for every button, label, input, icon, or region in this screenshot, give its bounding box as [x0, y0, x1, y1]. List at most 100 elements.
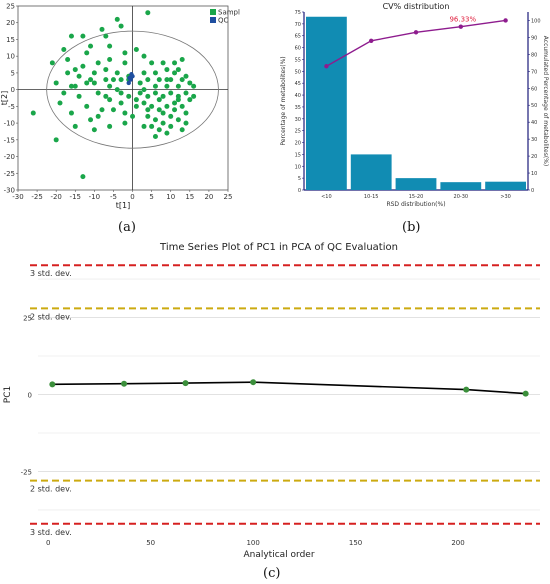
- sample-point: [156, 107, 162, 113]
- sample-point: [130, 113, 136, 119]
- sample-point: [183, 73, 189, 79]
- y2-tick-label: 80: [531, 52, 537, 58]
- sample-point: [68, 83, 74, 89]
- sample-point: [30, 110, 36, 116]
- legend-label: QC: [218, 17, 229, 25]
- y2-tick-label: 100: [531, 18, 541, 24]
- x-tick-label: 0: [130, 193, 134, 201]
- sample-point: [175, 97, 181, 103]
- legend-swatch: [210, 17, 216, 23]
- sample-point: [175, 83, 181, 89]
- panel-label-b: (b): [402, 220, 421, 235]
- sample-point: [61, 46, 67, 52]
- sample-point: [133, 46, 139, 52]
- sample-point: [84, 50, 90, 56]
- sample-point: [122, 110, 128, 116]
- sample-point: [107, 57, 113, 63]
- pca-score-plot: -30 -25 -20 -15 -10 -5 0 5 10 15 20 25-30-25-20-15-…: [0, 3, 240, 211]
- sample-point: [145, 93, 151, 99]
- qc-point: [127, 75, 132, 81]
- sample-point: [152, 117, 158, 123]
- x-tick-label: -5: [110, 193, 117, 201]
- sample-point: [122, 50, 128, 56]
- y-tick-label: 35: [295, 105, 301, 111]
- sample-point: [164, 130, 170, 136]
- x-tick-label: 25: [224, 193, 233, 201]
- sample-point: [80, 33, 86, 39]
- sample-point: [126, 93, 132, 99]
- pc1-point: [463, 386, 470, 393]
- sample-point: [118, 23, 124, 29]
- y2-tick-label: 10: [531, 171, 537, 177]
- sample-point: [122, 120, 128, 126]
- y-tick-label: 60: [295, 46, 301, 52]
- pc1-point: [121, 380, 128, 387]
- y2-tick-label: 40: [531, 120, 537, 126]
- sample-point: [172, 107, 178, 113]
- sample-point: [141, 123, 147, 129]
- sample-point: [133, 97, 139, 103]
- y2-tick-label: 20: [531, 154, 537, 160]
- sample-point: [179, 77, 185, 83]
- sample-point: [149, 103, 155, 109]
- sample-point: [191, 83, 197, 89]
- time-series-chart: Time Series Plot of PC1 in PCA of QC Eva…: [3, 242, 540, 560]
- x-tick-label: 20-30: [454, 194, 469, 200]
- sample-point: [122, 60, 128, 66]
- sample-point: [68, 33, 74, 39]
- bar: [395, 178, 437, 190]
- sample-point: [91, 127, 97, 133]
- x-tick-label: 15-20: [409, 194, 424, 200]
- y-tick-label: 20: [6, 19, 15, 27]
- y-tick-label: 10: [6, 53, 15, 61]
- sample-point: [57, 100, 63, 106]
- qc-point: [126, 80, 131, 86]
- y-tick-label: 0: [298, 188, 301, 194]
- sample-point: [160, 93, 166, 99]
- sample-point: [179, 57, 185, 63]
- sample-point: [141, 87, 147, 93]
- std-dev-label: 3 std. dev.: [30, 269, 72, 278]
- sample-point: [141, 70, 147, 76]
- y2-tick-label: 90: [531, 35, 537, 41]
- sample-point: [145, 113, 151, 119]
- bar: [485, 181, 526, 190]
- x-tick-label: >30: [500, 194, 511, 200]
- y-tick-label: 25: [23, 315, 32, 323]
- sample-point: [145, 77, 151, 83]
- sample-point: [114, 70, 120, 76]
- x-tick-label: 50: [146, 539, 155, 547]
- legend-label: Sample: [218, 9, 240, 17]
- sample-point: [65, 70, 71, 76]
- sample-point: [172, 100, 178, 106]
- sample-point: [118, 100, 124, 106]
- sample-point: [141, 100, 147, 106]
- accumulated-point: [458, 24, 463, 29]
- sample-point: [160, 110, 166, 116]
- sample-point: [183, 110, 189, 116]
- sample-point: [72, 123, 78, 129]
- y2-tick-label: 50: [531, 103, 537, 109]
- sample-point: [95, 90, 101, 96]
- sample-point: [152, 83, 158, 89]
- sample-point: [114, 16, 120, 22]
- y-tick-label: 5: [298, 176, 301, 182]
- y-tick-label: 30: [295, 117, 301, 123]
- sample-point: [88, 43, 94, 49]
- legend-swatch: [210, 9, 216, 15]
- y-tick-label: 50: [295, 69, 301, 75]
- sample-point: [179, 127, 185, 133]
- hotelling-ellipse: [46, 30, 219, 149]
- x-tick-label: 5: [149, 193, 153, 201]
- sample-point: [103, 67, 109, 73]
- bar: [306, 16, 347, 190]
- sample-point: [156, 127, 162, 133]
- pc1-point: [250, 379, 257, 386]
- y-tick-label: 5: [11, 69, 15, 77]
- sample-point: [168, 113, 174, 119]
- sample-point: [72, 83, 78, 89]
- accumulated-line: [326, 19, 506, 67]
- sample-point: [149, 123, 155, 129]
- sample-point: [152, 133, 158, 139]
- x-tick-label: 200: [451, 539, 464, 547]
